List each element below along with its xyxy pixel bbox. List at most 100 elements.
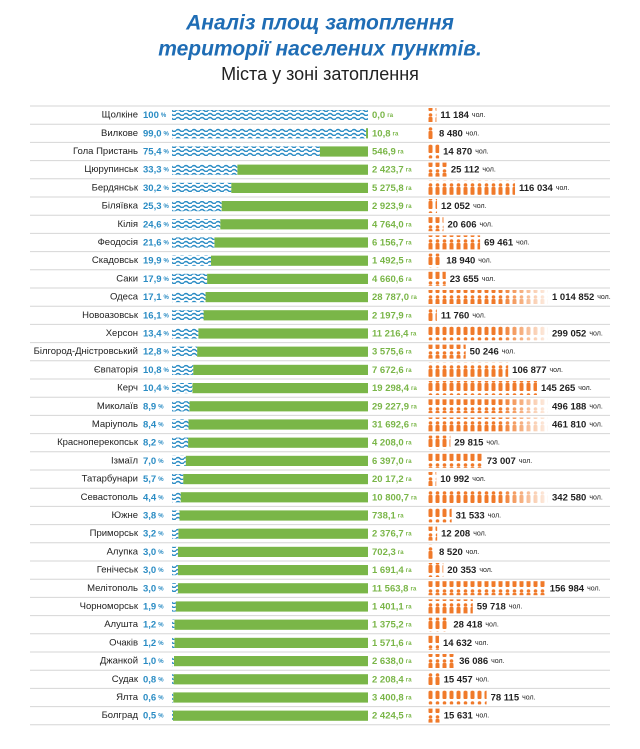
remaining-area: [173, 656, 368, 667]
population-unit: чол.: [516, 239, 529, 246]
percent-unit: %: [164, 295, 170, 301]
population-unit: чол.: [473, 203, 486, 210]
population-label: 12 208 чол.: [441, 528, 487, 539]
city-name: Бердянськ: [92, 182, 139, 193]
population-icons: [428, 180, 516, 195]
percent-unit: %: [158, 695, 164, 701]
population-value: 23 655: [450, 273, 480, 284]
percent-unit: %: [164, 167, 170, 173]
percent-unit: %: [158, 513, 164, 519]
city-name: Чорноморськ: [80, 601, 139, 612]
population-label: 73 007 чол.: [487, 455, 533, 466]
flooded-share: [172, 364, 194, 375]
area-unit: га: [406, 622, 412, 628]
percent-unit: %: [164, 240, 170, 246]
population-icons: [428, 635, 439, 650]
area-value: 738,1: [372, 510, 396, 521]
area-unit: га: [410, 331, 416, 337]
flooded-share: [172, 583, 178, 594]
remaining-area: [214, 237, 368, 248]
city-name: Новоазовськ: [82, 310, 139, 321]
population-icons: [428, 271, 446, 286]
area-unit: га: [406, 258, 412, 264]
area-value: 29 227,9: [372, 401, 409, 412]
population-unit: чол.: [589, 403, 602, 410]
population-label: 145 265 чол.: [541, 383, 592, 394]
percent-value: 1,2: [143, 637, 156, 648]
percent-unit: %: [158, 622, 164, 628]
population-value: 36 086: [459, 656, 488, 667]
area-unit: га: [406, 659, 412, 665]
remaining-area: [366, 128, 368, 139]
area-label: 4 208,0 га: [372, 437, 412, 448]
population-value: 25 112: [451, 164, 480, 175]
population-icons: [428, 563, 444, 577]
percent-value: 21,6: [143, 237, 162, 248]
area-value: 546,9: [372, 146, 396, 157]
population-unit: чол.: [472, 112, 485, 119]
area-label: 1 571,6 га: [372, 637, 412, 648]
area-label: 2 376,7 га: [372, 528, 412, 539]
percent-label: 12,8%: [143, 346, 170, 357]
population-value: 11 184: [440, 110, 469, 121]
population-unit: чол.: [509, 603, 522, 610]
city-name: Болград: [102, 710, 139, 721]
percent-label: 21,6%: [143, 237, 170, 248]
percent-unit: %: [158, 549, 164, 555]
flooded-share: [172, 128, 367, 139]
percent-unit: %: [158, 458, 164, 464]
population-unit: чол.: [475, 640, 488, 647]
population-unit: чол.: [589, 494, 602, 501]
flooded-share: [172, 474, 184, 485]
area-label: 7 672,6 га: [372, 364, 412, 375]
population-unit: чол.: [550, 367, 563, 374]
population-icons: [428, 544, 435, 559]
flooded-share: [172, 182, 232, 193]
population-unit: чол.: [475, 148, 488, 155]
area-unit: га: [411, 422, 417, 428]
remaining-area: [188, 437, 368, 448]
city-name: Щолкіне: [102, 110, 138, 121]
population-label: 50 246 чол.: [470, 346, 516, 357]
population-value: 14 870: [443, 146, 472, 157]
population-unit: чол.: [502, 349, 515, 356]
area-label: 1 401,1 га: [372, 601, 412, 612]
area-value: 11 563,8: [372, 583, 408, 594]
area-unit: га: [398, 549, 404, 555]
area-label: 5 275,8 га: [372, 182, 412, 193]
population-icons: [428, 690, 487, 705]
area-unit: га: [406, 367, 412, 373]
city-name: Алупка: [107, 546, 139, 557]
percent-label: 13,4%: [143, 328, 170, 339]
population-value: 299 052: [552, 328, 586, 339]
population-label: 15 631 чол.: [444, 710, 490, 721]
area-label: 28 787,0 га: [372, 292, 417, 303]
population-label: 11 760 чол.: [441, 310, 486, 321]
percent-label: 33,3%: [143, 164, 170, 175]
flooded-share: [172, 619, 175, 630]
city-name: Гола Пристань: [73, 146, 138, 157]
remaining-area: [177, 565, 368, 576]
population-icons: [428, 599, 473, 614]
area-value: 5 275,8: [372, 182, 404, 193]
area-label: 1 691,4 га: [372, 565, 412, 576]
city-name: Вилкове: [101, 128, 138, 139]
population-value: 31 533: [456, 510, 485, 521]
percent-label: 3,2%: [143, 528, 164, 539]
population-icons: [428, 617, 450, 632]
population-value: 116 034: [519, 182, 554, 193]
percent-label: 4,4%: [143, 492, 164, 503]
percent-unit: %: [158, 440, 164, 446]
population-unit: чол.: [476, 713, 489, 720]
population-value: 50 246: [470, 346, 499, 357]
percent-value: 30,2: [143, 182, 162, 193]
city-name: Білгород-Дністровський: [34, 346, 138, 357]
area-unit: га: [406, 477, 412, 483]
area-value: 2 197,9: [372, 310, 404, 321]
flooded-share: [172, 255, 212, 266]
area-label: 29 227,9 га: [372, 401, 417, 412]
area-unit: га: [406, 713, 412, 719]
city-name: Скадовськ: [92, 255, 139, 266]
percent-value: 0,6: [143, 692, 156, 703]
